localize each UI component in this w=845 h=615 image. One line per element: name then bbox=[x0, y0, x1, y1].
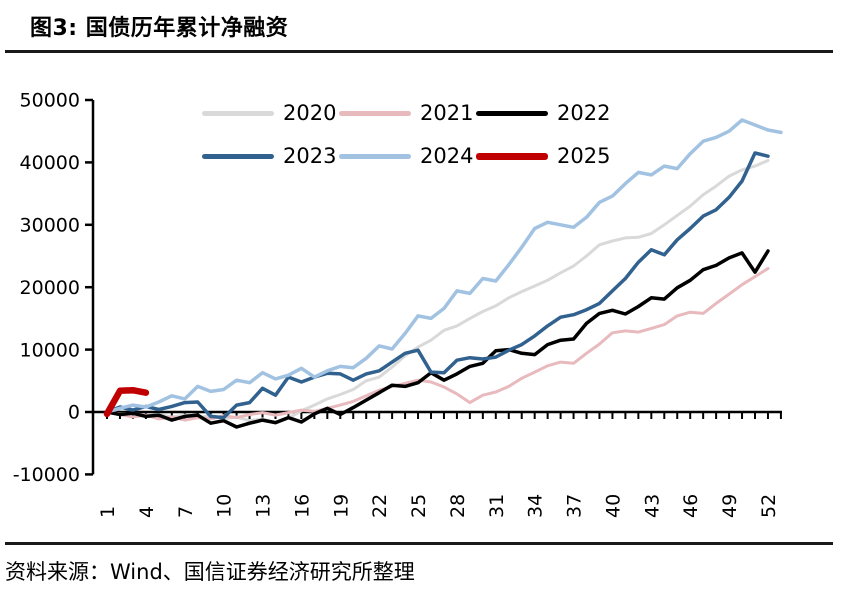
series-line-2022 bbox=[105, 249, 770, 429]
legend-label: 2022 bbox=[557, 101, 611, 125]
legend-swatch-2023 bbox=[202, 154, 274, 159]
legend-item-2024[interactable]: 2024 bbox=[339, 146, 476, 167]
x-tick-label: 34 bbox=[525, 494, 547, 518]
legend-item-2020[interactable]: 2020 bbox=[202, 103, 339, 124]
y-tick-label: 20000 bbox=[20, 277, 80, 299]
legend-label: 2023 bbox=[283, 144, 337, 168]
x-tick-label: 40 bbox=[602, 494, 624, 518]
legend-swatch-2020 bbox=[202, 111, 274, 116]
legend-label: 2021 bbox=[420, 101, 474, 125]
series-line-2025 bbox=[103, 386, 150, 418]
legend-label: 2020 bbox=[283, 101, 337, 125]
x-tick-label: 43 bbox=[641, 494, 663, 518]
x-tick-label: 25 bbox=[408, 494, 430, 518]
y-tick-label: 40000 bbox=[20, 152, 80, 174]
x-tick-label: 28 bbox=[447, 494, 469, 518]
y-tick-label: 0 bbox=[68, 402, 80, 424]
series-line-2023 bbox=[105, 151, 770, 420]
x-tick-label: 46 bbox=[680, 494, 702, 518]
source-note: 资料来源：Wind、国信证券经济研究所整理 bbox=[5, 560, 415, 584]
x-tick-label: 49 bbox=[719, 494, 741, 518]
x-tick-label: 19 bbox=[330, 494, 352, 518]
y-tick-label: 10000 bbox=[20, 339, 80, 361]
legend-swatch-2025 bbox=[476, 153, 548, 160]
legend-swatch-2022 bbox=[476, 111, 548, 116]
legend-item-2025[interactable]: 2025 bbox=[476, 146, 613, 167]
series-line-2021 bbox=[105, 267, 770, 422]
chart-legend: 2020 2021 2022 2023 2024 2025 bbox=[202, 92, 642, 178]
source-divider bbox=[5, 542, 833, 545]
legend-swatch-2021 bbox=[339, 111, 411, 116]
x-tick-label: 1 bbox=[97, 506, 119, 518]
x-tick-label: 13 bbox=[253, 494, 275, 518]
x-tick-label: 10 bbox=[214, 494, 236, 518]
x-tick-label: 22 bbox=[369, 494, 391, 518]
y-tick-label: 30000 bbox=[20, 214, 80, 236]
x-tick-label: 16 bbox=[291, 494, 313, 518]
legend-item-2022[interactable]: 2022 bbox=[476, 103, 613, 124]
x-tick-label: 7 bbox=[175, 506, 197, 518]
y-tick-label: 50000 bbox=[20, 90, 80, 112]
y-tick-label: -10000 bbox=[13, 464, 80, 486]
line-chart: 50000 40000 30000 20000 10000 0 -10000 1 4 7 10 13 1… bbox=[13, 90, 783, 518]
legend-item-2021[interactable]: 2021 bbox=[339, 103, 476, 124]
legend-label: 2024 bbox=[420, 144, 474, 168]
legend-item-2023[interactable]: 2023 bbox=[202, 146, 339, 167]
legend-row: 2020 2021 2022 bbox=[202, 92, 642, 135]
legend-label: 2025 bbox=[557, 144, 611, 168]
legend-swatch-2024 bbox=[339, 154, 411, 159]
x-tick-label: 52 bbox=[758, 494, 780, 518]
x-tick-label: 4 bbox=[136, 506, 158, 518]
chart-area: 50000 40000 30000 20000 10000 0 -10000 1 4 7 10 13 1… bbox=[0, 60, 845, 530]
x-tick-label: 31 bbox=[486, 494, 508, 518]
series-line-2024 bbox=[105, 118, 783, 414]
title-divider bbox=[5, 50, 833, 53]
legend-row: 2023 2024 2025 bbox=[202, 135, 642, 178]
x-tick-label: 37 bbox=[564, 494, 586, 518]
figure-title: 图3: 国债历年累计净融资 bbox=[30, 16, 289, 41]
